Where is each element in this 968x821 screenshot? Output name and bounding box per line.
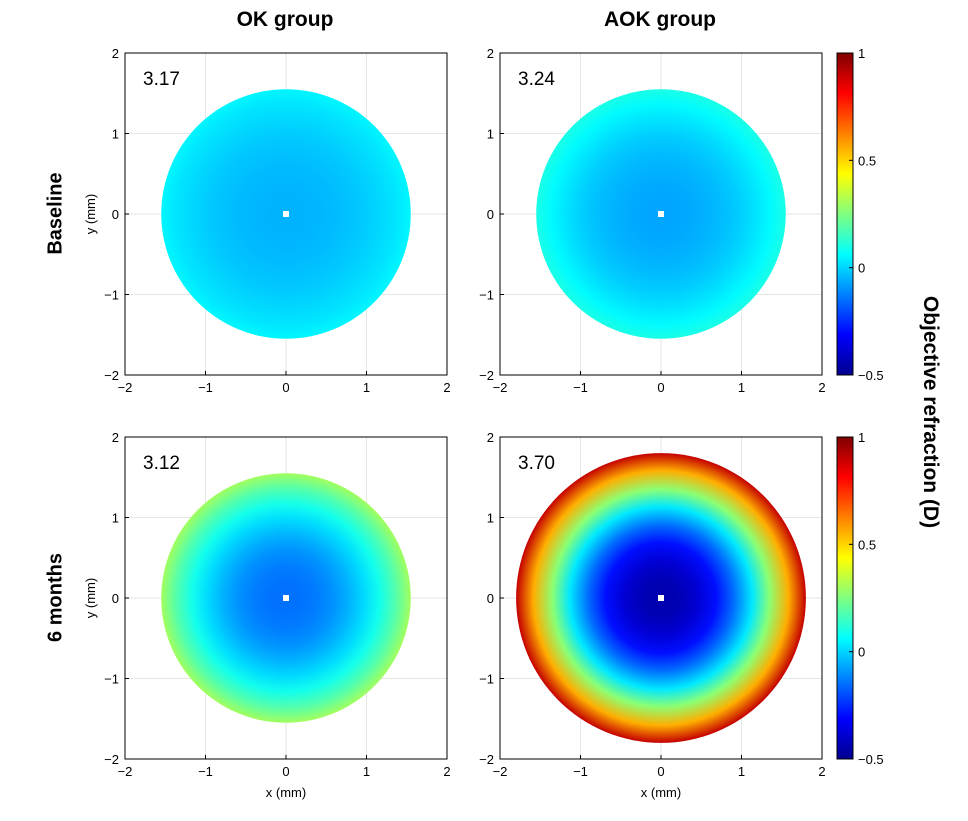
- colorbar-tick-label: 0.5: [858, 153, 876, 168]
- y-tick-label: 0: [112, 207, 119, 222]
- x-tick-label: 1: [363, 764, 370, 779]
- pupil-center-marker: [658, 211, 664, 217]
- pupil-center-marker: [658, 595, 664, 601]
- colorbar-tick-label: −0.5: [858, 752, 884, 767]
- x-axis-label: x (mm): [266, 785, 306, 800]
- x-tick-label: −1: [573, 764, 588, 779]
- x-tick-label: 1: [738, 764, 745, 779]
- y-tick-label: 1: [112, 127, 119, 142]
- x-tick-label: 1: [363, 380, 370, 395]
- x-tick-label: 0: [282, 764, 289, 779]
- colorbar-tick-label: 1: [858, 46, 865, 61]
- colorbar-gradient: [836, 52, 854, 376]
- y-tick-label: 0: [112, 591, 119, 606]
- x-tick-label: 2: [818, 380, 825, 395]
- column-title-aok: AOK group: [604, 8, 716, 31]
- y-axis-label: y (mm): [83, 194, 98, 234]
- y-tick-label: 1: [112, 511, 119, 526]
- y-tick-label: 0: [487, 591, 494, 606]
- rms-annotation: 3.17: [143, 69, 180, 90]
- colorbar-gradient: [836, 436, 854, 760]
- x-tick-label: −2: [493, 380, 508, 395]
- y-tick-label: 0: [487, 207, 494, 222]
- x-axis-label: x (mm): [641, 785, 681, 800]
- x-tick-label: 0: [282, 380, 289, 395]
- y-tick-label: −1: [479, 288, 494, 303]
- colorbar-tick-label: 0: [858, 261, 865, 276]
- x-tick-label: 1: [738, 380, 745, 395]
- y-tick-label: −2: [479, 368, 494, 383]
- y-tick-label: −2: [104, 752, 119, 767]
- x-tick-label: 0: [657, 764, 664, 779]
- y-tick-label: 1: [487, 127, 494, 142]
- y-tick-label: 2: [112, 46, 119, 61]
- x-tick-label: −1: [573, 380, 588, 395]
- corneal-map-panel-4: −2 −1 0 1 2 2 1 0 −1 −2 3.70 x (mm): [479, 430, 825, 800]
- x-tick-label: −2: [493, 764, 508, 779]
- x-tick-label: −2: [118, 380, 133, 395]
- colorbar-tick-label: 0.5: [858, 537, 876, 552]
- y-tick-label: 2: [112, 430, 119, 445]
- corneal-map-panel-2: −2 −1 0 1 2 2 1 0 −1 −2 3.24: [479, 46, 825, 395]
- y-tick-label: −1: [104, 672, 119, 687]
- colorbar-tick-label: 0: [858, 645, 865, 660]
- x-tick-label: −1: [198, 764, 213, 779]
- y-tick-label: −2: [479, 752, 494, 767]
- corneal-map-panel-1: −2 −1 0 1 2 2 1 0 −1 −2 3.17 y (mm): [83, 46, 451, 395]
- corneal-map-panel-3: −2 −1 0 1 2 2 1 0 −1 −2 3.12 y (mm) x (mm): [83, 430, 451, 800]
- colorbar-2: 1 0.5 0 −0.5: [836, 430, 884, 767]
- x-tick-label: −1: [198, 380, 213, 395]
- y-tick-label: 2: [487, 430, 494, 445]
- rms-annotation: 3.70: [518, 453, 555, 474]
- y-tick-label: 2: [487, 46, 494, 61]
- colorbar-tick-label: −0.5: [858, 368, 884, 383]
- y-tick-label: −2: [104, 368, 119, 383]
- rms-annotation: 3.12: [143, 453, 180, 474]
- pupil-center-marker: [283, 595, 289, 601]
- y-tick-label: −1: [479, 672, 494, 687]
- y-tick-label: 1: [487, 511, 494, 526]
- rms-annotation: 3.24: [518, 69, 555, 90]
- x-tick-label: 2: [443, 764, 450, 779]
- x-tick-label: −2: [118, 764, 133, 779]
- column-title-ok: OK group: [236, 8, 334, 31]
- colorbar-1: 1 0.5 0 −0.5: [836, 46, 884, 383]
- y-tick-label: −1: [104, 288, 119, 303]
- colorbar-tick-label: 1: [858, 430, 865, 445]
- y-axis-label: y (mm): [83, 578, 98, 618]
- x-tick-label: 2: [443, 380, 450, 395]
- x-tick-label: 2: [818, 764, 825, 779]
- pupil-center-marker: [283, 211, 289, 217]
- x-tick-label: 0: [657, 380, 664, 395]
